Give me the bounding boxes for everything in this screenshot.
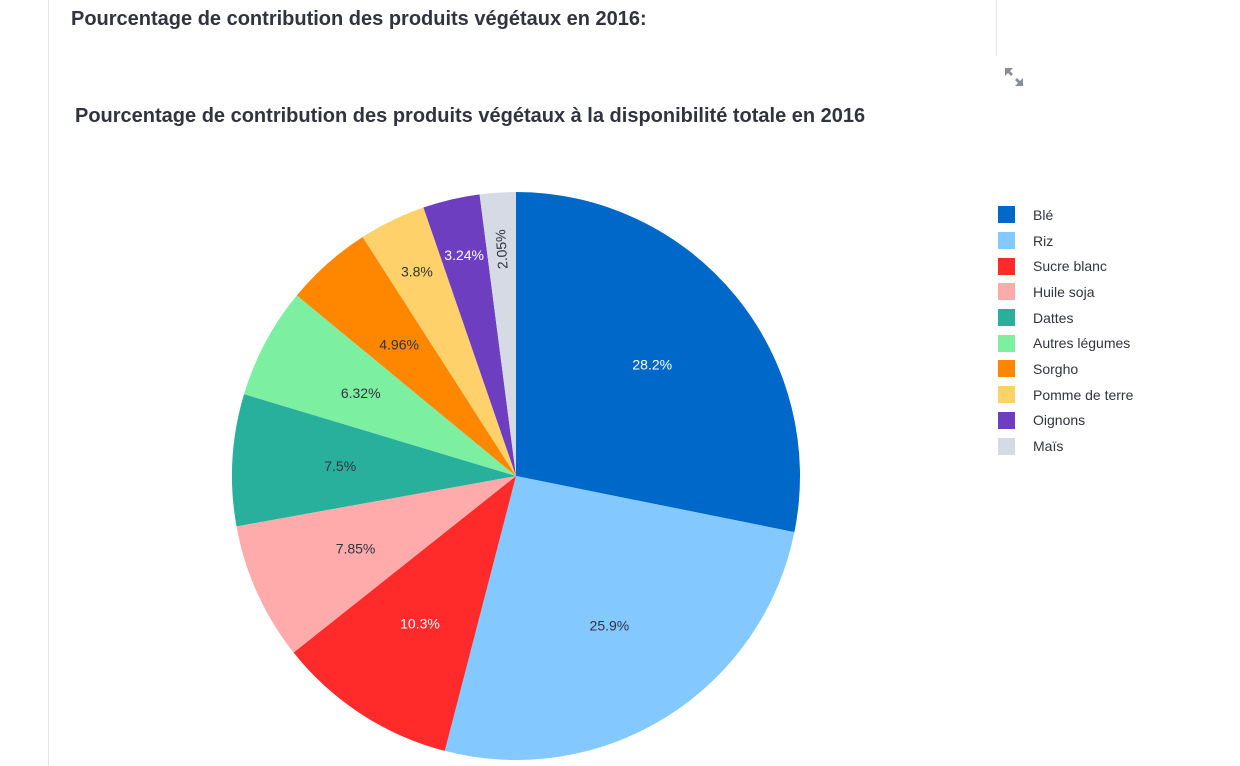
- legend-swatch: [998, 232, 1015, 250]
- legend-swatch: [998, 386, 1015, 404]
- legend-item-autres-legumes[interactable]: Autres légumes: [998, 330, 1133, 356]
- pie-label-sorgho: 4.96%: [379, 336, 419, 352]
- expand-arrows-icon[interactable]: [1003, 66, 1025, 88]
- content-left-border: [48, 0, 49, 766]
- pie-slice-sorgho[interactable]: [296, 236, 516, 476]
- content-right-border: [996, 0, 997, 56]
- pie-label-riz: 25.9%: [590, 617, 630, 633]
- legend-label: Pomme de terre: [1033, 386, 1134, 403]
- legend-swatch: [998, 257, 1015, 275]
- pie-slice-huile-soja[interactable]: [236, 476, 516, 653]
- legend-swatch: [998, 334, 1015, 352]
- pie-slice-pomme-de-terre[interactable]: [362, 207, 516, 477]
- pie-slice-dattes[interactable]: [232, 394, 516, 527]
- chart-title: Pourcentage de contribution des produits…: [75, 105, 866, 127]
- legend-swatch: [998, 309, 1015, 327]
- legend-item-ble[interactable]: Blé: [998, 202, 1133, 228]
- legend-swatch: [998, 283, 1015, 301]
- legend-label: Riz: [1033, 232, 1054, 249]
- legend-swatch: [998, 206, 1015, 224]
- pie-slice-ble[interactable]: [516, 192, 801, 533]
- pie-labels: 28.2% 25.9% 10.3% 7.85% 7.5% 6.32% 4.96% 3.8% 3.…: [324, 229, 672, 633]
- pie-label-mais: 2.05%: [492, 229, 511, 270]
- legend-item-mais[interactable]: Maïs: [998, 433, 1133, 459]
- pie-slice-sucre-blanc[interactable]: [293, 476, 516, 751]
- legend-label: Oignons: [1033, 412, 1086, 429]
- pie-slices: [232, 192, 801, 760]
- legend-item-pomme-de-terre[interactable]: Pomme de terre: [998, 382, 1133, 408]
- pie-slice-oignons[interactable]: [423, 194, 516, 476]
- pie-label-sucre-blanc: 10.3%: [400, 616, 440, 632]
- pie-label-huile-soja: 7.85%: [336, 541, 376, 557]
- legend-label: Autres légumes: [1033, 335, 1131, 352]
- pie-label-pomme-de-terre: 3.8%: [401, 264, 433, 280]
- pie-label-oignons: 3.24%: [444, 247, 484, 263]
- pie-slice-autres-legumes[interactable]: [244, 295, 516, 476]
- legend-label: Maïs: [1033, 438, 1064, 455]
- legend-item-dattes[interactable]: Dattes: [998, 305, 1133, 331]
- legend-item-oignons[interactable]: Oignons: [998, 408, 1133, 434]
- legend-label: Sucre blanc: [1033, 258, 1107, 275]
- legend-label: Huile soja: [1033, 283, 1095, 300]
- section-heading: Pourcentage de contribution des produits…: [71, 8, 647, 30]
- pie-slice-riz[interactable]: [444, 476, 795, 760]
- legend-item-sorgho[interactable]: Sorgho: [998, 356, 1133, 382]
- pie-slice-mais[interactable]: [479, 192, 516, 476]
- legend-label: Sorgho: [1033, 360, 1079, 377]
- legend-swatch: [998, 411, 1015, 429]
- legend-swatch: [998, 360, 1015, 378]
- legend-item-sucre-blanc[interactable]: Sucre blanc: [998, 253, 1133, 279]
- legend: Blé Riz Sucre blanc Huile soja Dattes Autres …: [998, 202, 1133, 459]
- legend-label: Dattes: [1033, 309, 1074, 326]
- pie-label-dattes: 7.5%: [324, 458, 356, 474]
- legend-label: Blé: [1033, 206, 1054, 223]
- legend-item-riz[interactable]: Riz: [998, 228, 1133, 254]
- pie-label-autres-legumes: 6.32%: [341, 385, 381, 401]
- legend-swatch: [998, 437, 1015, 455]
- pie-label-ble: 28.2%: [632, 356, 672, 372]
- legend-item-huile-soja[interactable]: Huile soja: [998, 279, 1133, 305]
